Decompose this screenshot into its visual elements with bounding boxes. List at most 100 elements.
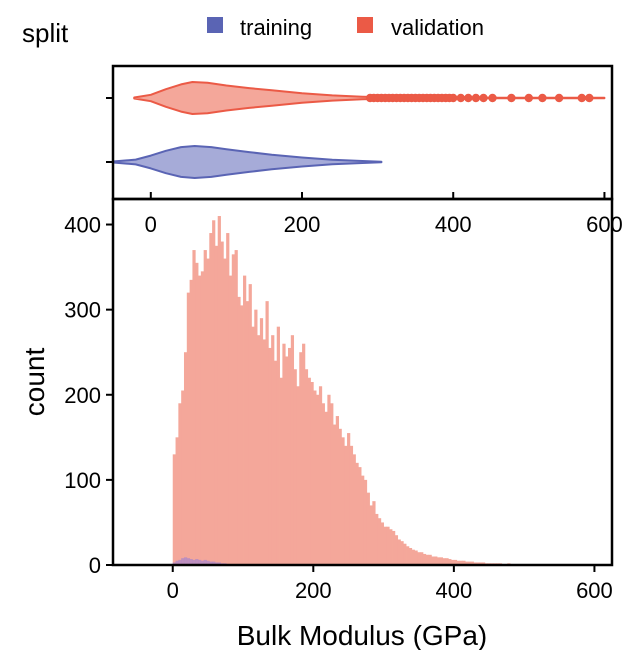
bar-validation-53 (321, 403, 325, 565)
violin-xtick-label-2: 400 (435, 212, 472, 237)
bar-validation-87 (417, 552, 421, 565)
bar-validation-40 (285, 356, 289, 565)
bar-training-15 (214, 562, 219, 565)
bar-validation-110 (481, 562, 486, 565)
bar-validation-48 (307, 377, 311, 565)
legend-swatch-validation (357, 17, 373, 33)
bar-validation-12 (206, 258, 210, 565)
bar-training-11 (203, 559, 207, 565)
histogram-ticks: 0 200 400 600 0 100 200 300 400 (64, 213, 613, 603)
bar-validation-15 (214, 245, 219, 565)
bar-validation-85 (411, 549, 415, 565)
bar-training-13 (209, 561, 213, 565)
bar-training-10 (200, 560, 205, 565)
y-axis-label: count (19, 348, 50, 417)
bar-validation-27 (248, 284, 252, 565)
bar-validation-94 (437, 557, 441, 565)
bar-validation-56 (330, 403, 334, 565)
violin-outlier-validation-32 (577, 93, 586, 103)
bar-validation-30 (257, 335, 261, 565)
bar-training-16 (217, 562, 221, 565)
x-axis-label: Bulk Modulus (GPa) (237, 620, 488, 650)
bar-training-9 (198, 559, 202, 565)
bar-validation-26 (245, 301, 250, 565)
bar-training-1 (175, 560, 179, 565)
bar-training-14 (212, 561, 216, 565)
bar-validation-8 (195, 262, 199, 565)
bar-validation-2 (178, 403, 182, 565)
hist-ytick-label-4: 400 (64, 213, 101, 238)
bar-validation-100 (453, 559, 458, 565)
hist-ytick-label-2: 200 (64, 383, 101, 408)
bar-validation-72 (375, 513, 379, 565)
bar-validation-42 (290, 335, 295, 565)
bar-validation-52 (318, 386, 323, 565)
bar-validation-69 (366, 492, 370, 565)
bar-validation-19 (226, 233, 230, 566)
hist-ytick-label-3: 300 (64, 298, 101, 323)
bar-validation-98 (448, 559, 452, 565)
bar-validation-14 (212, 220, 216, 565)
bar-validation-51 (316, 394, 320, 565)
bar-training-12 (206, 560, 210, 565)
violin-outlier-validation-27 (488, 93, 497, 103)
bar-validation-23 (237, 296, 241, 565)
violin-outlier-validation-30 (538, 93, 547, 103)
bar-validation-34 (268, 347, 272, 565)
bar-validation-43 (293, 369, 297, 565)
violin-outlier-validation-33 (585, 93, 594, 103)
bar-training-2 (178, 559, 182, 565)
bar-validation-89 (422, 553, 427, 565)
bar-validation-68 (363, 479, 368, 565)
violin-ticks: 0 200 400 600 (106, 97, 623, 237)
bar-validation-107 (473, 562, 477, 565)
bar-validation-86 (414, 550, 418, 565)
bar-validation-103 (462, 560, 466, 565)
violin-panel: 0 200 400 600 (106, 64, 623, 237)
violin-outlier-validation-28 (507, 93, 516, 103)
bar-validation-1 (175, 437, 179, 565)
hist-xtick-label-3: 600 (576, 578, 613, 603)
legend-label-training: training (240, 15, 312, 40)
bar-validation-95 (439, 557, 444, 565)
violin-outlier-validation-26 (479, 93, 488, 103)
bar-validation-41 (288, 347, 292, 565)
bar-validation-35 (271, 335, 275, 565)
bar-validation-49 (310, 382, 314, 565)
bar-validation-39 (282, 343, 286, 565)
legend-label-validation: validation (391, 15, 484, 40)
histogram-panel: 0 200 400 600 0 100 200 300 400 count Bulk Modul… (19, 197, 614, 650)
bar-training-4 (183, 557, 188, 565)
hist-xtick-label-0: 0 (167, 578, 179, 603)
legend-swatch-training (207, 17, 223, 33)
bar-training-7 (192, 559, 196, 565)
bar-validation-97 (445, 558, 449, 565)
bar-validation-24 (240, 305, 244, 565)
violin-outlier-validation-31 (554, 93, 564, 103)
bar-validation-102 (459, 560, 463, 565)
bar-validation-75 (383, 526, 387, 565)
bar-validation-74 (380, 522, 384, 565)
violin-outlier-validation-24 (464, 93, 473, 103)
histogram-frame (111, 197, 614, 567)
bar-validation-78 (392, 530, 396, 565)
bar-validation-29 (254, 309, 258, 565)
bar-validation-108 (476, 562, 480, 565)
bar-validation-104 (465, 561, 469, 565)
bar-validation-83 (406, 546, 410, 565)
bar-validation-16 (217, 216, 221, 565)
bar-validation-79 (394, 535, 399, 565)
violin-outlier-validation-29 (524, 93, 533, 103)
legend: split training validation (22, 15, 484, 48)
bar-validation-31 (259, 318, 264, 565)
bar-validation-92 (431, 556, 435, 565)
bar-validation-99 (451, 559, 455, 565)
bar-validation-17 (220, 241, 224, 565)
bar-validation-45 (299, 352, 303, 565)
bar-validation-21 (231, 254, 235, 565)
bar-validation-70 (369, 505, 373, 565)
bar-validation-4 (183, 352, 188, 565)
bar-validation-81 (400, 541, 404, 565)
bar-validation-55 (327, 394, 331, 565)
